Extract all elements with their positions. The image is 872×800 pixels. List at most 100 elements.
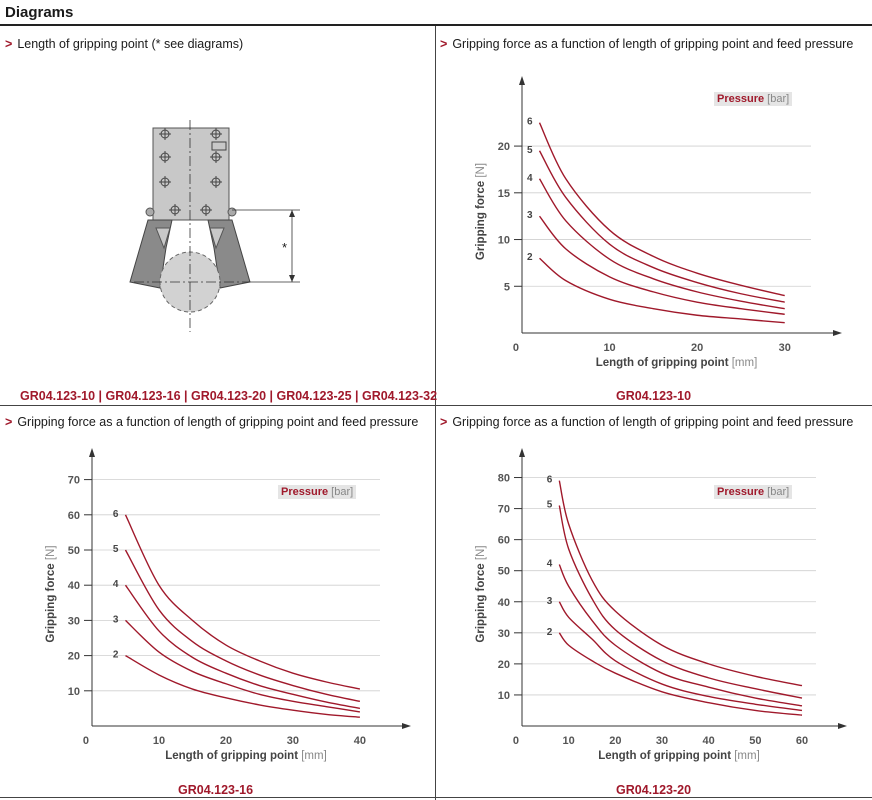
series-line-6 xyxy=(538,122,785,297)
x-tick-label: 40 xyxy=(703,735,715,747)
series-line-3 xyxy=(538,215,785,316)
x-tick-label: 60 xyxy=(796,735,808,747)
x-tick-label: 0 xyxy=(513,735,519,747)
y-tick-label: 10 xyxy=(68,686,80,698)
series-label-4: 4 xyxy=(547,558,553,569)
y-tick-label: 10 xyxy=(498,235,510,247)
arrow-icon: > xyxy=(5,37,13,51)
chart-gr04-123-16: 10 20 30 40 50 60 70 0 10 20 30 40 Length of grippin… xyxy=(45,448,411,762)
y-axis-arrow xyxy=(519,76,525,85)
x-tick-label: 20 xyxy=(220,735,232,747)
x-axis-arrow xyxy=(402,723,411,729)
series-line-5 xyxy=(558,505,803,699)
y-tick-label: 20 xyxy=(498,659,510,671)
y-tick-label: 40 xyxy=(68,580,80,592)
x-tick-label: 20 xyxy=(609,735,621,747)
section-title: Diagrams xyxy=(5,4,74,21)
legend-tr: Pressure [bar] xyxy=(714,92,793,106)
series-line-2 xyxy=(539,257,785,324)
x-axis-arrow xyxy=(838,723,847,729)
series-label-2: 2 xyxy=(527,252,533,263)
x-tick-label: 50 xyxy=(749,735,761,747)
y-axis-arrow xyxy=(89,448,95,457)
y-tick-label: 20 xyxy=(68,651,80,663)
series-label-2: 2 xyxy=(547,627,553,638)
y-tick-label: 30 xyxy=(498,628,510,640)
legend-br: Pressure [bar] xyxy=(714,485,793,499)
series-line-6 xyxy=(124,514,361,690)
series-line-4 xyxy=(124,584,361,710)
y-tick-label: 30 xyxy=(68,615,80,627)
series-label-6: 6 xyxy=(527,117,533,128)
vertical-divider xyxy=(435,26,436,800)
series-line-4 xyxy=(558,564,803,707)
y-axis-label: Gripping force [N] xyxy=(45,545,57,642)
x-tick-label: 30 xyxy=(779,342,791,354)
x-tick-label: 0 xyxy=(83,735,89,747)
series-line-6 xyxy=(558,480,803,687)
x-axis-label: Length of gripping point [mm] xyxy=(596,357,758,369)
caption-tr: GR04.123-10 xyxy=(616,389,692,403)
cell-title-br: > Gripping force as a function of length … xyxy=(440,415,854,429)
cell-title-tr: > Gripping force as a function of length … xyxy=(440,37,854,51)
x-tick-label: 10 xyxy=(563,735,575,747)
x-tick-label: 10 xyxy=(603,342,615,354)
y-tick-label: 15 xyxy=(498,188,510,200)
series-label-6: 6 xyxy=(547,475,553,486)
series-line-5 xyxy=(124,549,361,703)
y-tick-label: 70 xyxy=(68,475,80,487)
y-tick-label: 50 xyxy=(68,545,80,557)
x-tick-label: 40 xyxy=(354,735,366,747)
series-label-4: 4 xyxy=(113,579,119,590)
y-tick-label: 10 xyxy=(498,690,510,702)
series-label-4: 4 xyxy=(527,173,533,184)
y-tick-label: 40 xyxy=(498,597,510,609)
gripper-drawing xyxy=(129,120,300,332)
arrow-icon: > xyxy=(5,415,13,429)
x-tick-label: 30 xyxy=(287,735,299,747)
y-axis-label: Gripping force [N] xyxy=(475,545,487,642)
y-tick-label: 60 xyxy=(68,510,80,522)
horizontal-divider xyxy=(0,405,872,406)
series-line-2 xyxy=(558,632,803,716)
arrow-icon: > xyxy=(440,37,448,51)
dimension-star-label: * xyxy=(282,240,288,255)
y-tick-label: 80 xyxy=(498,473,510,485)
x-axis-label: Length of gripping point [mm] xyxy=(598,750,760,762)
x-axis-label: Length of gripping point [mm] xyxy=(165,750,327,762)
series-label-3: 3 xyxy=(527,210,533,221)
series-line-3 xyxy=(558,601,803,712)
chart-gr04-123-10: 5 10 15 20 0 10 20 30 Length of gripping point [… xyxy=(475,76,842,369)
x-axis-arrow xyxy=(833,330,842,336)
caption-bl: GR04.123-16 xyxy=(178,783,254,797)
y-tick-label: 20 xyxy=(498,141,510,153)
chart-gr04-123-20: 10 20 30 40 50 60 70 80 0 10 20 30 40 50 60 Length of g… xyxy=(475,448,847,762)
series-line-3 xyxy=(125,619,361,713)
y-tick-label: 70 xyxy=(498,504,510,516)
y-tick-label: 5 xyxy=(504,281,510,293)
x-tick-label: 20 xyxy=(691,342,703,354)
series-line-5 xyxy=(538,150,785,303)
caption-br: GR04.123-20 xyxy=(616,783,692,797)
legend-bl: Pressure [bar] xyxy=(278,485,357,499)
y-axis-arrow xyxy=(519,448,525,457)
x-tick-label: 30 xyxy=(656,735,668,747)
series-line-4 xyxy=(538,178,785,310)
series-label-2: 2 xyxy=(113,650,119,661)
x-tick-label: 0 xyxy=(513,342,519,354)
series-label-5: 5 xyxy=(547,499,553,510)
series-label-3: 3 xyxy=(113,614,119,625)
caption-tl: GR04.123-10 | GR04.123-16 | GR04.123-20 … xyxy=(20,389,438,403)
series-label-5: 5 xyxy=(527,145,533,156)
y-tick-label: 60 xyxy=(498,535,510,547)
series-label-3: 3 xyxy=(547,596,553,607)
x-tick-label: 10 xyxy=(153,735,165,747)
cell-title-tl: > Length of gripping point (* see diagram… xyxy=(5,37,244,51)
series-label-5: 5 xyxy=(113,544,119,555)
y-axis-label: Gripping force [N] xyxy=(475,163,487,260)
series-label-6: 6 xyxy=(113,509,119,520)
section-header: Diagrams xyxy=(0,0,872,26)
series-line-2 xyxy=(125,654,360,718)
bottom-divider xyxy=(0,797,872,798)
y-tick-label: 50 xyxy=(498,566,510,578)
